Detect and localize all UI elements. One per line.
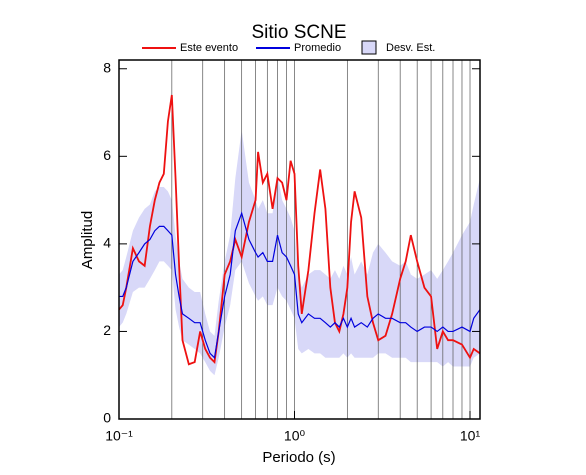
std-band [119, 130, 480, 376]
legend-label: Promedio [294, 42, 341, 54]
y-axis-label: Amplitud [79, 211, 96, 269]
series-line [119, 211, 481, 359]
legend-label: Desv. Est. [386, 42, 435, 54]
x-axis-label: Periodo (s) [262, 449, 335, 466]
x-tick-label: 10¹ [460, 428, 481, 444]
legend-swatch [361, 40, 377, 55]
x-tick-label: 10⁰ [284, 428, 306, 444]
y-tick-label: 0 [103, 410, 111, 426]
y-tick-label: 8 [103, 59, 111, 75]
plot-frame [118, 59, 481, 420]
chart-title: Sitio SCNE [251, 22, 346, 43]
legend-label: Este evento [180, 42, 238, 54]
series-line [118, 94, 481, 366]
y-tick-label: 2 [103, 322, 111, 338]
y-tick-label: 6 [103, 147, 111, 163]
y-tick-label: 4 [103, 235, 111, 251]
x-tick-label: 10⁻¹ [105, 428, 133, 444]
